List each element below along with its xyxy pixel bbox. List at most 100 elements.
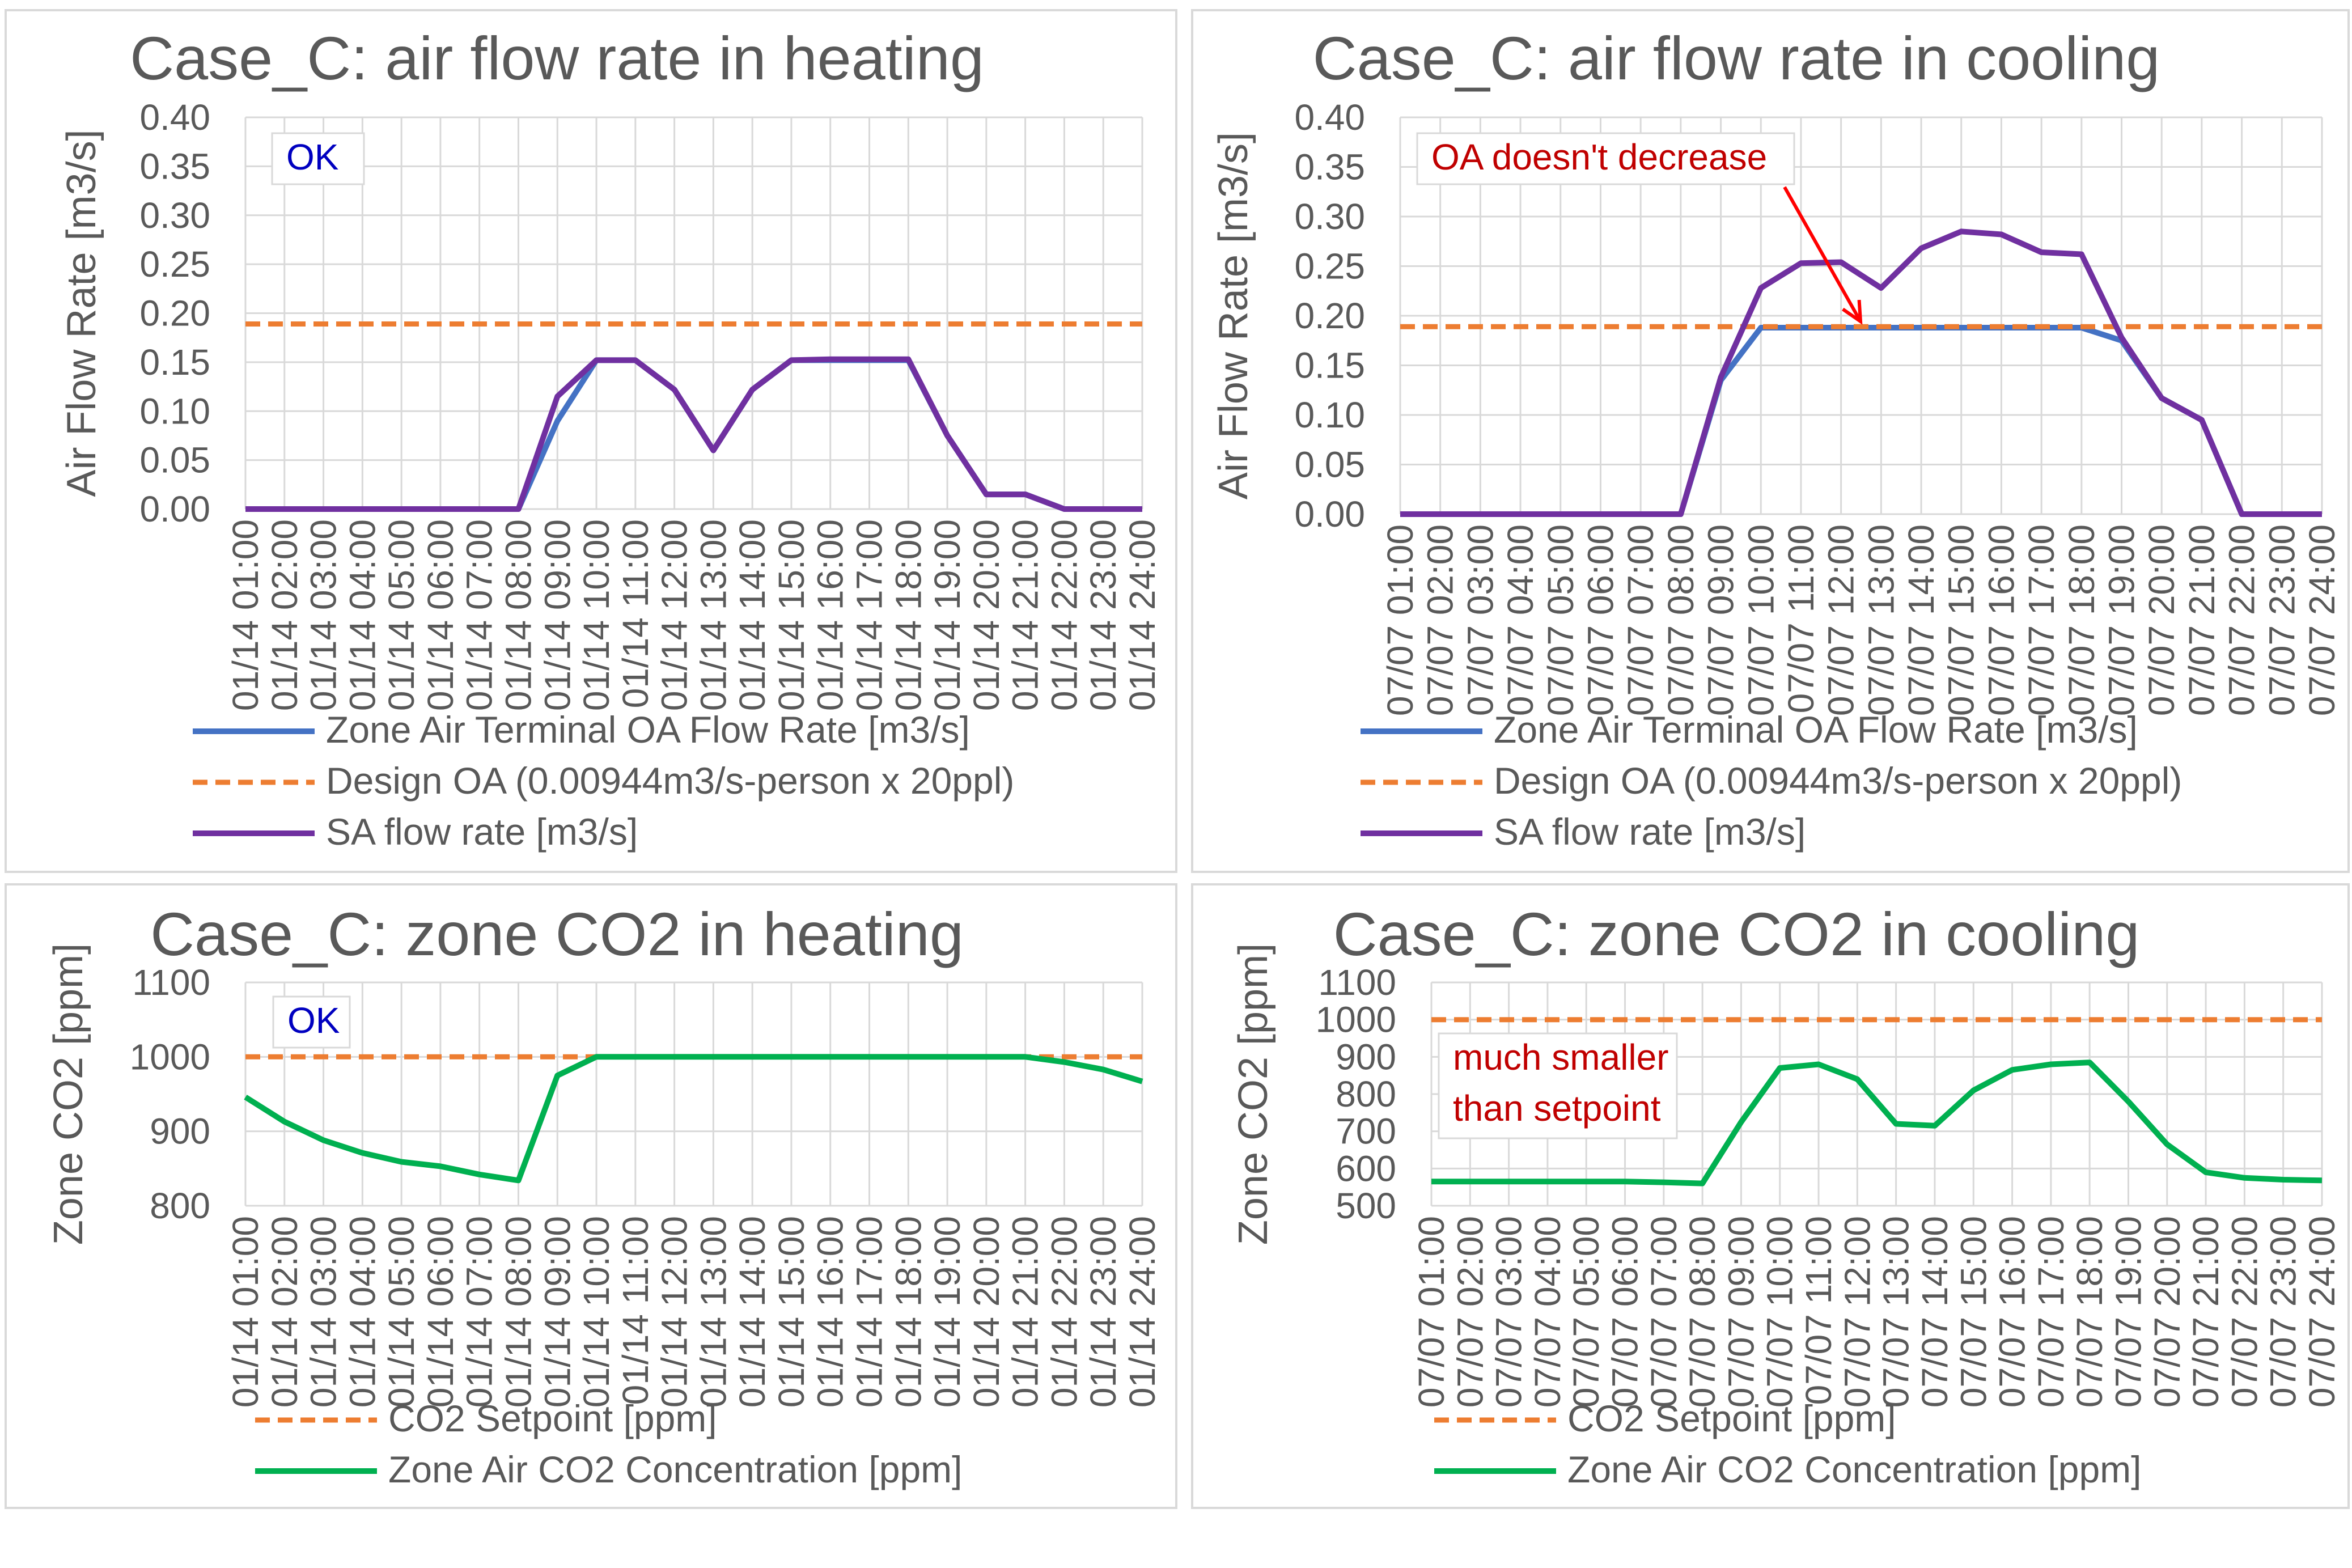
legend-label: Zone Air CO2 Concentration [ppm]: [1567, 1448, 2142, 1490]
y-tick-label: 900: [150, 1111, 210, 1152]
x-tick-label: 01/14 11:00: [615, 519, 656, 708]
y-tick-label: 1000: [1316, 999, 1396, 1040]
legend-label: Zone Air CO2 Concentration [ppm]: [388, 1448, 963, 1490]
x-tick-label: 01/14 07:00: [459, 519, 500, 711]
annotation-box: [271, 132, 365, 185]
y-tick-label: 700: [1336, 1111, 1396, 1152]
chart-title: Case_C: air flow rate in heating: [130, 24, 984, 92]
x-tick-label: 07/07 13:00: [1876, 1216, 1917, 1408]
x-tick-label: 01/14 20:00: [966, 519, 1007, 711]
x-tick-label: 07/07 20:00: [2147, 1216, 2188, 1408]
x-tick-label: 07/07 18:00: [2069, 1216, 2110, 1408]
x-tick-label: 07/07 12:00: [1821, 524, 1862, 716]
y-tick-label: 0.15: [139, 342, 210, 383]
x-tick-label: 07/07 21:00: [2181, 524, 2222, 716]
series-line-1: [244, 1054, 1143, 1184]
x-tick-label: 07/07 10:00: [1740, 524, 1781, 716]
y-tick-label: 0.25: [139, 244, 210, 285]
y-tick-label: 0.00: [139, 489, 210, 529]
x-tick-label: 01/14 10:00: [576, 519, 617, 711]
x-tick-label: 01/14 15:00: [771, 519, 812, 711]
annotation-text: OK: [286, 137, 338, 177]
annotation-box: [272, 995, 351, 1049]
y-tick-label: 0.10: [1294, 395, 1365, 435]
x-tick-label: 07/07 09:00: [1701, 524, 1741, 716]
legend-label: Zone Air Terminal OA Flow Rate [m3/s]: [1494, 709, 2138, 751]
legend-label: SA flow rate [m3/s]: [326, 811, 638, 853]
annotation-text: OK: [287, 1000, 340, 1041]
x-tick-label: 01/14 24:00: [1122, 519, 1163, 711]
x-tick-label: 01/14 04:00: [342, 1216, 383, 1408]
x-tick-label: 01/14 02:00: [264, 519, 305, 711]
x-tick-label: 01/14 12:00: [654, 1216, 695, 1408]
y-tick-label: 1100: [132, 962, 210, 1003]
x-tick-label: 01/14 07:00: [459, 1216, 500, 1408]
y-tick-label: 0.40: [1294, 97, 1365, 138]
chart-title: Case_C: zone CO2 in cooling: [1333, 900, 2140, 968]
y-tick-label: 0.30: [1294, 196, 1365, 237]
panel-frame: [5, 883, 1177, 1509]
y-tick-label: 1000: [130, 1036, 210, 1077]
x-tick-label: 07/07 15:00: [1941, 524, 1982, 716]
y-tick-label: 0.15: [1294, 345, 1365, 386]
x-tick-label: 01/14 19:00: [927, 519, 968, 711]
legend-label: Design OA (0.00944m3/s-person x 20ppl): [326, 760, 1014, 802]
x-tick-label: 01/14 24:00: [1122, 1216, 1163, 1408]
x-tick-label: 07/07 23:00: [2263, 1216, 2304, 1408]
y-tick-label: 800: [150, 1185, 210, 1226]
x-tick-label: 07/07 17:00: [2031, 1216, 2071, 1408]
y-tick-label: 800: [1336, 1074, 1396, 1114]
y-tick-label: 0.20: [139, 293, 210, 334]
x-tick-label: 07/07 12:00: [1837, 1216, 1878, 1408]
annotation-box: [1438, 1032, 1678, 1139]
y-tick-label: 600: [1336, 1148, 1396, 1189]
x-tick-label: 01/14 17:00: [849, 519, 890, 711]
x-tick-label: 07/07 24:00: [2302, 524, 2342, 716]
x-tick-label: 07/07 04:00: [1527, 1216, 1568, 1408]
x-tick-label: 01/14 10:00: [576, 1216, 617, 1408]
panel-frame: [1191, 883, 2350, 1509]
x-tick-label: 01/14 14:00: [732, 1216, 773, 1408]
x-tick-label: 01/14 13:00: [693, 1216, 734, 1408]
x-tick-label: 07/07 04:00: [1500, 524, 1541, 716]
x-tick-label: 07/07 07:00: [1620, 524, 1661, 716]
x-tick-label: 01/14 06:00: [420, 1216, 461, 1408]
y-tick-label: 0.35: [1294, 147, 1365, 188]
y-tick-label: 0.30: [139, 195, 210, 236]
x-tick-label: 07/07 01:00: [1380, 524, 1421, 716]
x-tick-label: 01/14 14:00: [732, 519, 773, 711]
x-tick-label: 01/14 05:00: [381, 519, 422, 711]
y-tick-label: 500: [1336, 1185, 1396, 1226]
chart-title: Case_C: air flow rate in cooling: [1313, 24, 2160, 92]
x-tick-label: 01/14 01:00: [225, 1216, 266, 1408]
x-tick-label: 07/07 14:00: [1914, 1216, 1955, 1408]
panel-air-flow-cooling: Case_C: air flow rate in cooling 0.00 0.05…: [1191, 9, 2350, 873]
x-tick-label: 01/14 18:00: [888, 519, 929, 711]
x-tick-label: 01/14 23:00: [1083, 519, 1124, 711]
y-axis-label: Air Flow Rate [m3/s]: [59, 129, 104, 497]
y-tick-label: 900: [1336, 1036, 1396, 1077]
gridlines: [244, 116, 1143, 510]
x-tick-label: 07/07 15:00: [1953, 1216, 1994, 1408]
y-tick-label: 0.05: [139, 440, 210, 481]
x-tick-label: 07/07 06:00: [1605, 1216, 1646, 1408]
legend-label: CO2 Setpoint [ppm]: [1567, 1397, 1896, 1439]
legend-label: Design OA (0.00944m3/s-person x 20ppl): [1494, 760, 2182, 802]
legend-label: CO2 Setpoint [ppm]: [388, 1397, 717, 1439]
x-tick-label: 07/07 24:00: [2302, 1216, 2342, 1408]
x-tick-label: 07/07 16:00: [1992, 1216, 2033, 1408]
y-tick-label: 0.00: [1294, 494, 1365, 535]
x-tick-label: 01/14 08:00: [498, 1216, 539, 1408]
x-tick-label: 01/14 22:00: [1044, 519, 1084, 711]
x-tick-label: 01/14 03:00: [303, 1216, 344, 1408]
x-tick-label: 01/14 20:00: [966, 1216, 1007, 1408]
y-tick-label: 0.20: [1294, 295, 1365, 336]
y-tick-label: 0.40: [139, 97, 210, 138]
x-tick-label: 01/14 18:00: [888, 1216, 929, 1408]
x-tick-label: 07/07 10:00: [1760, 1216, 1800, 1408]
legend-label: Zone Air Terminal OA Flow Rate [m3/s]: [326, 709, 970, 751]
x-tick-label: 01/14 11:00: [615, 1216, 656, 1405]
x-tick-label: 07/07 21:00: [2185, 1216, 2226, 1408]
annotation-text: OA doesn't decrease: [1431, 137, 1767, 177]
